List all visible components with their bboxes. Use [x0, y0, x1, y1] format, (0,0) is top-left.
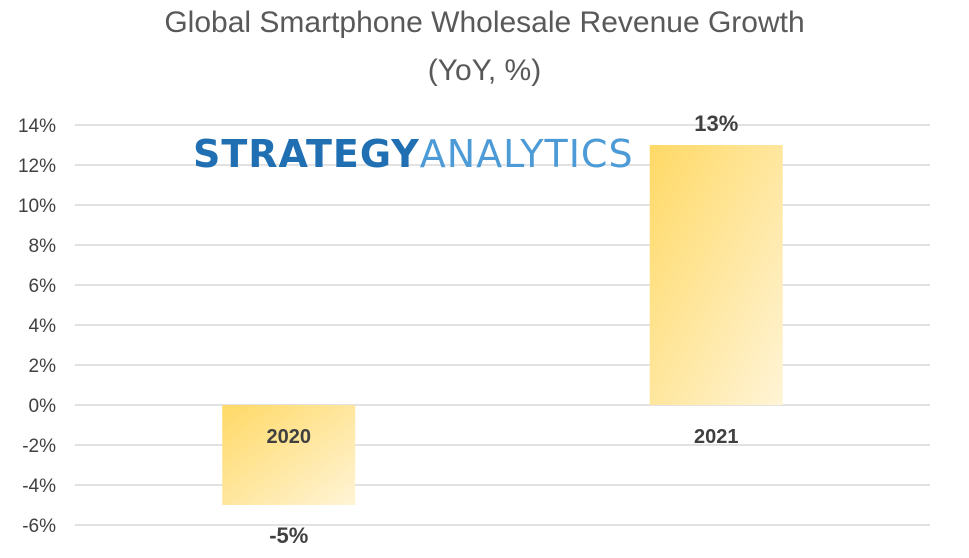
bar-2021 [649, 145, 783, 405]
logo-word-strategy: STRATEGY [193, 132, 420, 176]
category-label-2021: 2021 [694, 426, 739, 448]
y-tick-label: 8% [29, 236, 57, 257]
category-label-2020: 2020 [267, 426, 312, 448]
chart-subtitle: (YoY, %) [427, 54, 542, 87]
y-tick-label: -4% [22, 476, 56, 497]
y-tick-label: -6% [22, 516, 56, 537]
y-tick-label: 12% [18, 156, 56, 177]
y-tick-label: 10% [18, 196, 56, 217]
y-axis-ticks: 14% 12% 10% 8% 6% 4% 2% 0% -2% -4% -6% [18, 116, 56, 537]
y-tick-label: 14% [18, 116, 56, 137]
logo-word-analytics: ANALYTICS [419, 132, 634, 176]
bar-2020 [222, 405, 356, 505]
chart-title: Global Smartphone Wholesale Revenue Grow… [164, 6, 805, 39]
data-label-2021: 13% [694, 111, 738, 136]
strategy-analytics-logo: STRATEGYANALYTICS [193, 132, 634, 176]
y-tick-label: 6% [29, 276, 57, 297]
y-tick-label: -2% [22, 436, 56, 457]
y-tick-label: 4% [29, 316, 57, 337]
gridlines [75, 124, 930, 526]
bars [222, 145, 783, 505]
data-label-2020: -5% [269, 523, 308, 548]
y-tick-label: 2% [29, 356, 57, 377]
labels: 2020 -5% 2021 13% [267, 111, 739, 548]
y-tick-label: 0% [29, 396, 57, 417]
